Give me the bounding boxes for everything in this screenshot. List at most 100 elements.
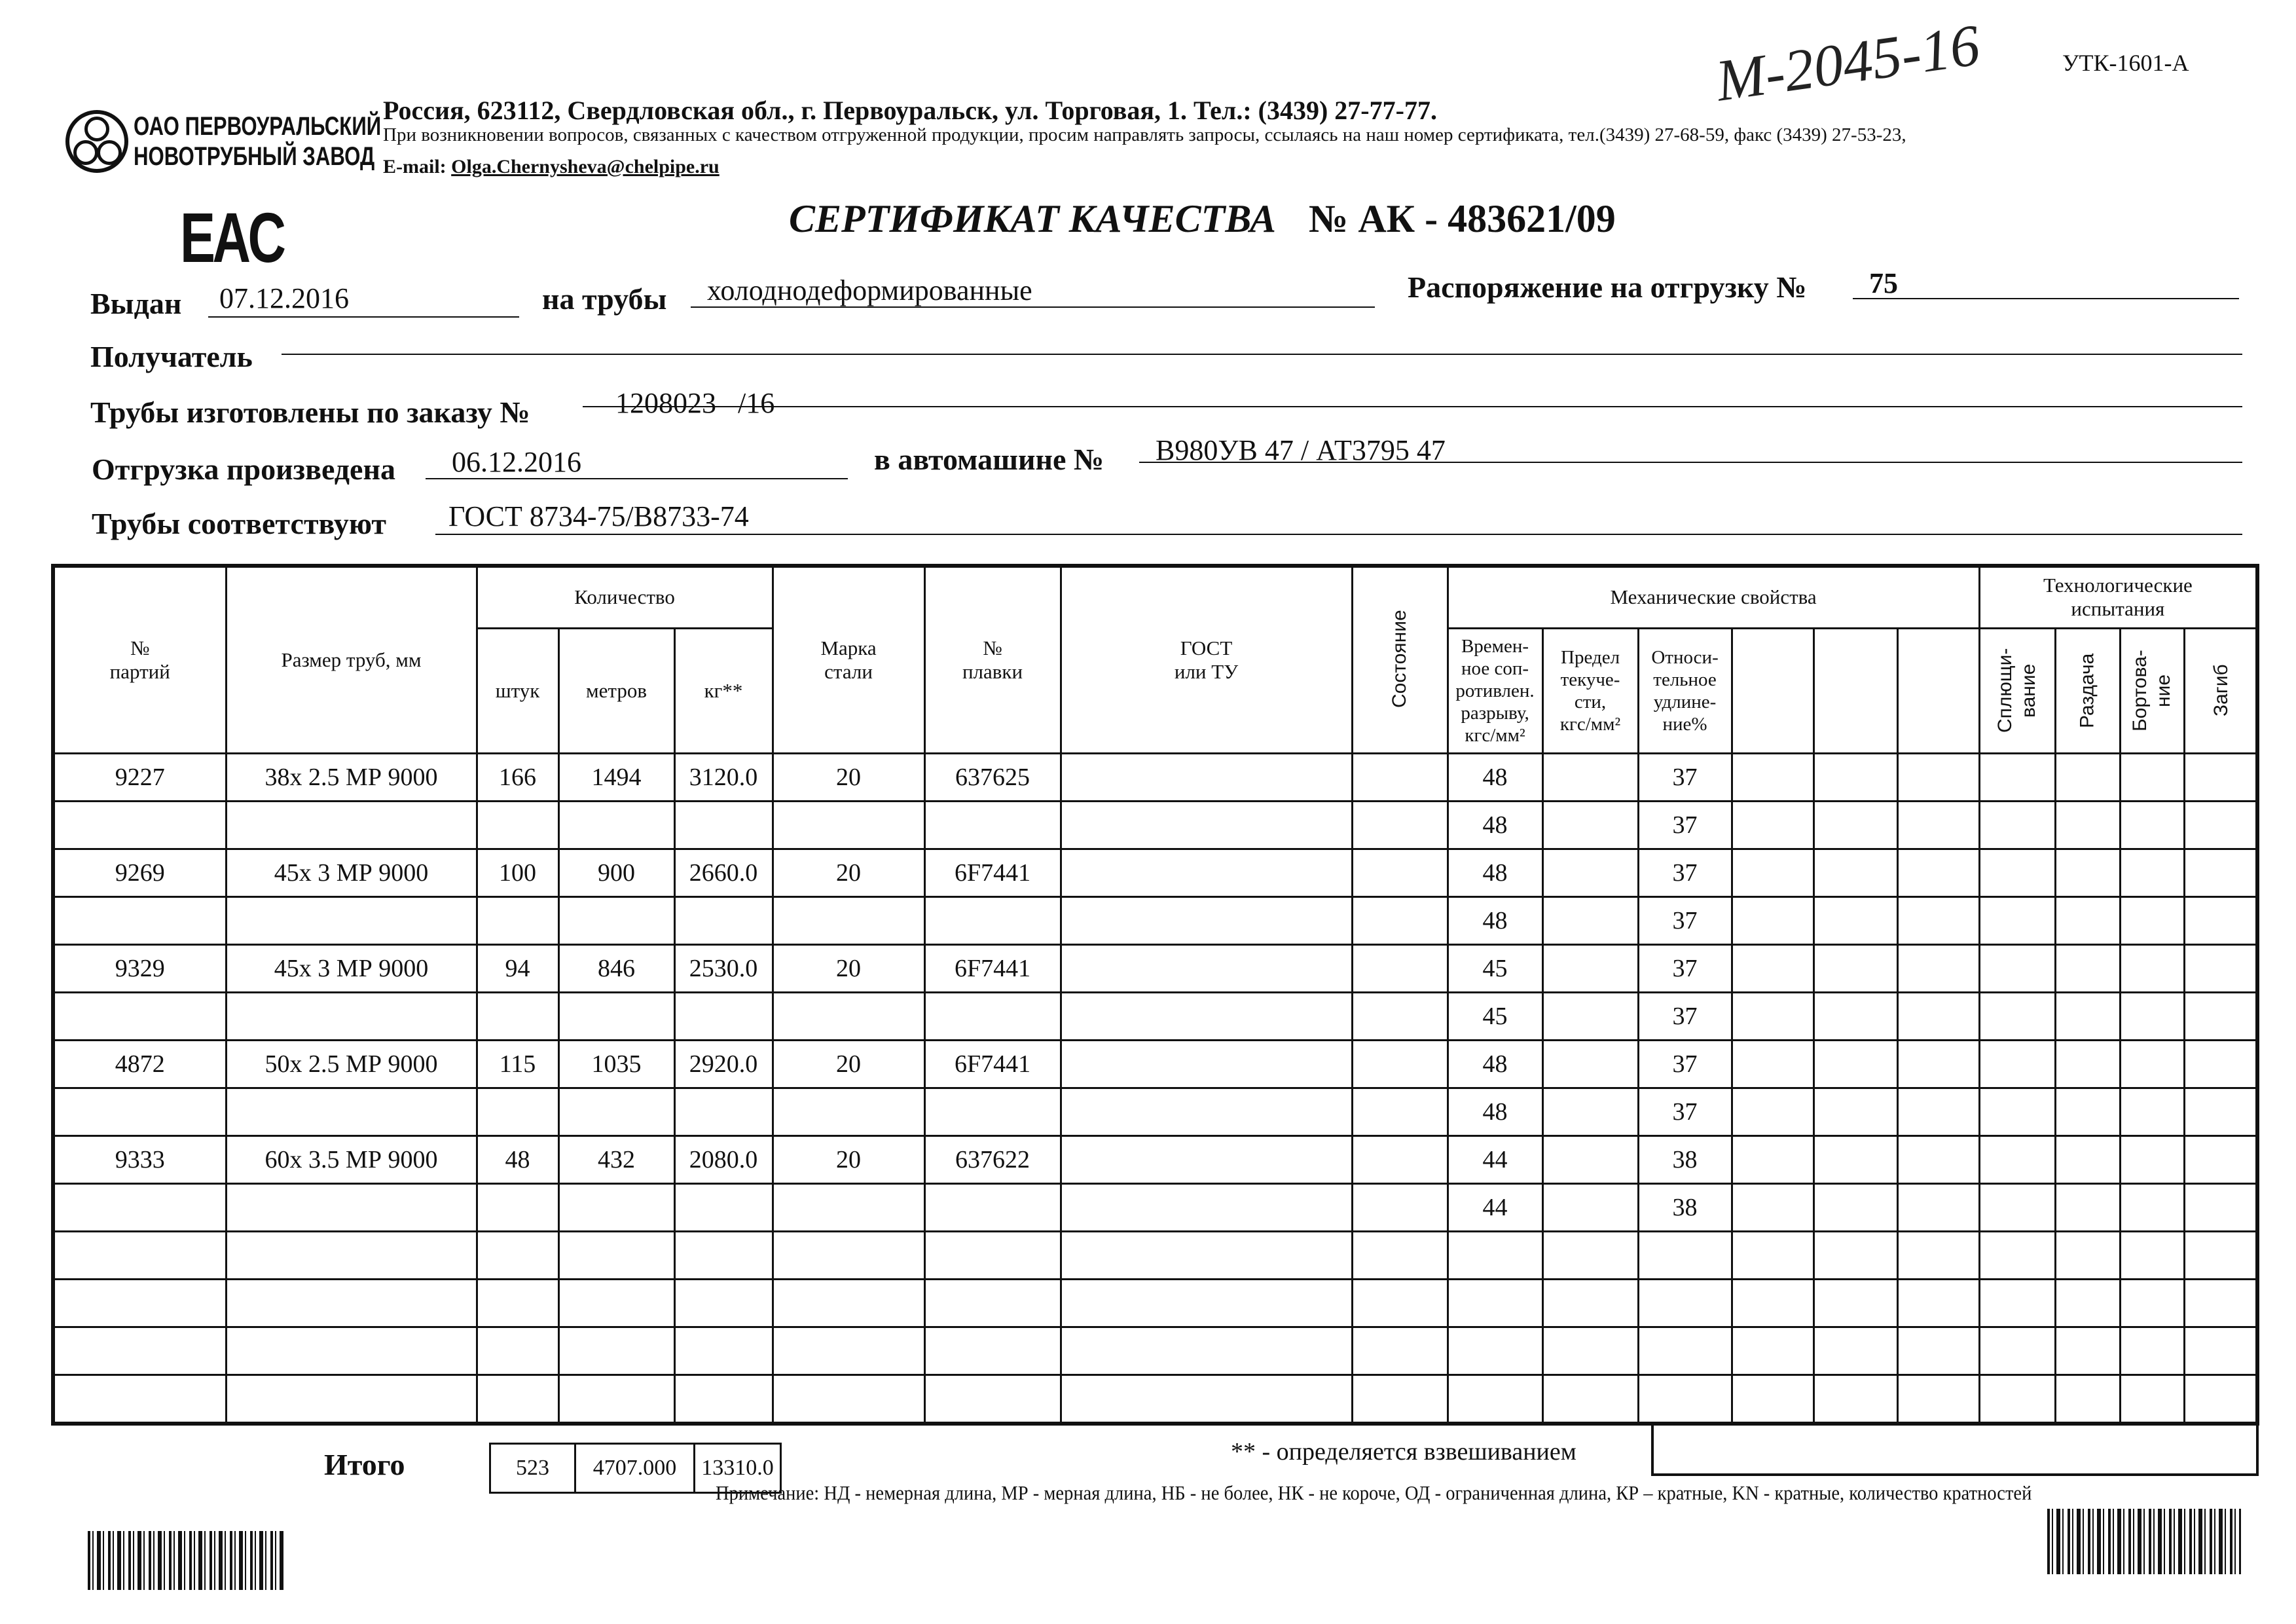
abbreviation-note: Примечание: НД - немерная длина, МР - ме… (716, 1481, 2032, 1504)
cell-empty (1351, 800, 1449, 850)
cell-kg (673, 1182, 774, 1232)
header-expand: Раздача (2055, 628, 2121, 753)
cell-meters: 432 (557, 1134, 676, 1185)
cell-empty (1730, 847, 1815, 898)
cell-empty (1351, 1182, 1449, 1232)
cell-heat (923, 1182, 1062, 1232)
cell-empty (1541, 1039, 1639, 1089)
cell-empty (1978, 1278, 2056, 1328)
cell-empty (2054, 1182, 2121, 1232)
cell-kg: 2080.0 (673, 1134, 774, 1185)
cell-size: 60x 3.5 МР 9000 (225, 1134, 478, 1185)
cell-tensile (1446, 1373, 1544, 1424)
cell-heat: 6F7441 (923, 847, 1062, 898)
cell-grade (771, 895, 926, 946)
cell-empty (2183, 1230, 2259, 1280)
shipped-field: 06.12.2016 (452, 446, 581, 478)
cell-pcs (475, 1278, 560, 1328)
cell-pcs (475, 800, 560, 850)
cell-tensile: 45 (1446, 991, 1544, 1041)
cell-empty (1978, 1134, 2056, 1185)
cell-empty (2119, 752, 2185, 802)
cell-empty (1812, 1039, 1899, 1089)
cell-kg (673, 1230, 774, 1280)
cell-empty (1541, 991, 1639, 1041)
cell-kg (673, 1278, 774, 1328)
cell-empty (2119, 895, 2185, 946)
cell-empty (1059, 1325, 1353, 1376)
cell-empty (2119, 1086, 2185, 1137)
cell-empty (2054, 895, 2121, 946)
cell-empty (1812, 943, 1899, 993)
cell-elong: 37 (1637, 847, 1733, 898)
cell-grade (771, 1182, 926, 1232)
cell-empty (1541, 800, 1639, 850)
table-row: 9329 45x 3 МР 9000 94 846 2530.0 20 6F7441 45 37 (52, 943, 2259, 993)
cell-empty (1812, 1278, 1899, 1328)
cell-empty (1896, 1182, 1980, 1232)
cell-empty (1059, 943, 1353, 993)
cell-empty (2183, 991, 2259, 1041)
cell-empty (1541, 895, 1639, 946)
header-party: № партий (52, 564, 227, 754)
cell-empty (2054, 943, 2121, 993)
cell-heat (923, 1278, 1062, 1328)
cell-empty (1978, 943, 2056, 993)
cell-pcs: 115 (475, 1039, 560, 1089)
header-elongation: Относи- тельное удлине- ние% (1637, 627, 1733, 754)
cell-tensile: 48 (1446, 752, 1544, 802)
cell-tensile: 48 (1446, 800, 1544, 850)
cell-tensile: 44 (1446, 1182, 1544, 1232)
table-row: 9333 60x 3.5 МР 9000 48 432 2080.0 20 637622 44… (52, 1134, 2259, 1185)
cell-empty (1059, 1086, 1353, 1137)
cell-pcs (475, 1373, 560, 1424)
email-link[interactable]: Olga.Chernysheva@chelpipe.ru (451, 156, 720, 177)
cell-kg (673, 1373, 774, 1424)
header-mech: Механические свойства (1446, 564, 1980, 629)
cell-empty (1812, 800, 1899, 850)
vehicle-label: в автомашине № (874, 443, 1104, 476)
conform-label: Трубы соответствуют (92, 507, 386, 540)
pipe-logo-icon (65, 110, 128, 173)
header-flatten: Сплющи- вание (1979, 628, 2056, 753)
cell-empty (1059, 847, 1353, 898)
cell-heat (923, 800, 1062, 850)
totals-table: 523 4707.000 13310.0 (489, 1443, 782, 1494)
cell-pcs (475, 1230, 560, 1280)
cell-tensile (1446, 1325, 1544, 1376)
cell-empty (2183, 752, 2259, 802)
header-state: Состояние (1352, 566, 1448, 753)
cell-empty (2054, 1230, 2121, 1280)
cell-empty (2119, 943, 2185, 993)
cell-empty (1730, 1230, 1815, 1280)
header-empty (1812, 627, 1899, 754)
cell-pcs: 48 (475, 1134, 560, 1185)
made-label: Трубы изготовлены по заказу № (90, 396, 530, 429)
header-gost: ГОСТ или ТУ (1059, 564, 1353, 754)
cell-empty (1812, 847, 1899, 898)
cell-party (52, 1230, 227, 1280)
shipped-label: Отгрузка произведена (92, 452, 395, 486)
cell-heat (923, 1230, 1062, 1280)
cell-empty (1896, 991, 1980, 1041)
cell-empty (2054, 1134, 2121, 1185)
cell-party (52, 800, 227, 850)
cell-empty (1351, 1134, 1449, 1185)
cell-empty (2119, 847, 2185, 898)
made-field: 1208023 /16 (615, 387, 775, 419)
cell-empty (1812, 1134, 1899, 1185)
cell-elong: 37 (1637, 1039, 1733, 1089)
cell-empty (2054, 1086, 2121, 1137)
cell-pcs (475, 1325, 560, 1376)
handwritten-note: М-2045-16 (1712, 12, 1984, 114)
company-address: Россия, 623112, Свердловская обл., г. Пе… (383, 96, 1437, 125)
cell-elong: 37 (1637, 943, 1733, 993)
cell-size: 45x 3 МР 9000 (225, 847, 478, 898)
cell-size (225, 800, 478, 850)
cell-party (52, 1325, 227, 1376)
cell-empty (1730, 1373, 1815, 1424)
cell-grade (771, 1230, 926, 1280)
cell-empty (2054, 991, 2121, 1041)
cell-pcs (475, 1086, 560, 1137)
cell-empty (1351, 895, 1449, 946)
